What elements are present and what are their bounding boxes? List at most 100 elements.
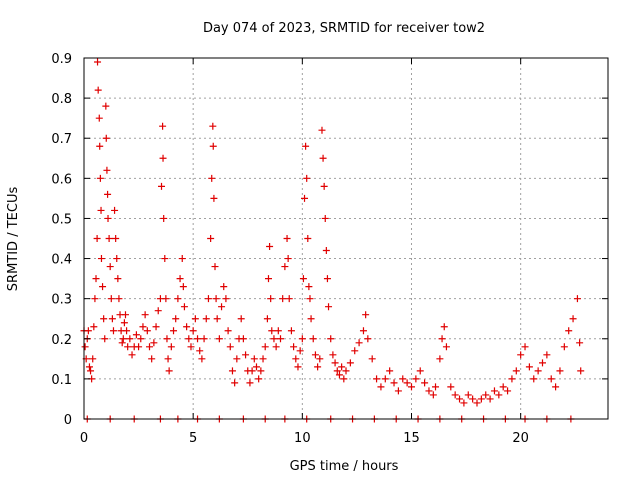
data-point [108,315,116,323]
grid-lines [84,58,608,419]
data-point [438,335,446,343]
data-point [307,315,315,323]
data-point [196,347,204,355]
data-point [277,335,284,343]
data-point [264,275,272,283]
data-point [152,323,160,331]
data-point [222,295,230,303]
data-point [257,367,265,375]
data-point [534,367,542,375]
data-point [123,327,131,335]
x-tick-label: 15 [403,431,420,446]
data-point [159,154,167,162]
data-point [290,343,298,351]
data-point [306,295,314,303]
data-point [97,255,105,263]
y-tick-label: 0.4 [51,253,72,268]
data-point [120,319,128,327]
data-point [191,315,199,323]
data-point [447,383,455,391]
y-axis-label: SRMTID / TECUs [6,187,21,292]
data-point [208,174,216,182]
data-point [209,142,217,150]
data-point [340,375,348,383]
data-point [268,327,276,335]
data-point [261,343,269,351]
axis-ticks: 0 0.1 0.2 0.3 0.4 0.5 0.6 0.7 0.8 0.9 0 5 10 15 20 [51,52,608,446]
data-point [233,355,241,363]
data-point [267,295,275,303]
data-point [154,307,162,315]
data-point [504,387,512,395]
data-point [560,343,568,351]
data-point [294,363,302,371]
data-point [270,335,278,343]
data-point [429,391,437,399]
data-point [432,383,440,391]
data-point [321,214,329,222]
data-point [212,295,220,303]
y-tick-label: 0.2 [51,333,72,348]
data-point [107,295,115,303]
data-point [482,391,490,399]
data-point [318,126,326,134]
data-point [161,255,169,263]
data-point [272,343,280,351]
data-point [547,375,555,383]
data-point [304,235,312,242]
data-point [309,335,317,343]
data-point [311,351,319,359]
data-point [89,355,97,363]
data-point [425,387,433,395]
data-point [473,399,481,407]
data-point [119,335,127,343]
data-point [298,335,306,343]
data-point [499,383,507,391]
data-point [101,335,109,343]
data-point [211,263,219,271]
y-tick-label: 0.5 [51,212,72,227]
data-point [394,387,402,395]
data-point [194,335,202,343]
data-point [96,142,104,150]
data-point [198,355,206,363]
data-point [109,327,117,335]
data-point [456,395,464,403]
data-point [576,339,584,347]
y-tick-label: 0.1 [51,373,72,388]
data-point [386,367,394,375]
data-point [202,315,210,323]
data-point [285,295,293,303]
data-point [200,335,208,343]
y-tick-label: 0.6 [51,172,72,187]
data-point [521,343,529,351]
chart-title: Day 074 of 2023, SRMTID for receiver tow… [203,21,485,36]
data-point [137,335,145,343]
data-point [94,86,102,94]
data-points [80,58,585,423]
data-point [416,367,424,375]
data-point [104,214,112,222]
data-point [220,283,228,291]
data-point [302,142,310,150]
data-point [316,355,324,363]
plot-frame [83,57,609,420]
data-point [99,283,107,291]
data-point [250,355,258,363]
data-point [299,275,307,283]
data-point [569,315,577,323]
data-point [114,275,122,283]
data-point [322,247,330,255]
data-point [284,255,292,263]
data-point [87,367,95,375]
data-point [464,391,472,399]
data-point [314,363,322,371]
y-tick-label: 0.8 [51,92,72,107]
data-point [170,327,178,335]
data-point [228,367,236,375]
data-point [90,323,98,331]
data-point [126,335,134,343]
data-point [525,363,533,371]
data-point [231,379,239,387]
data-point [486,395,494,403]
